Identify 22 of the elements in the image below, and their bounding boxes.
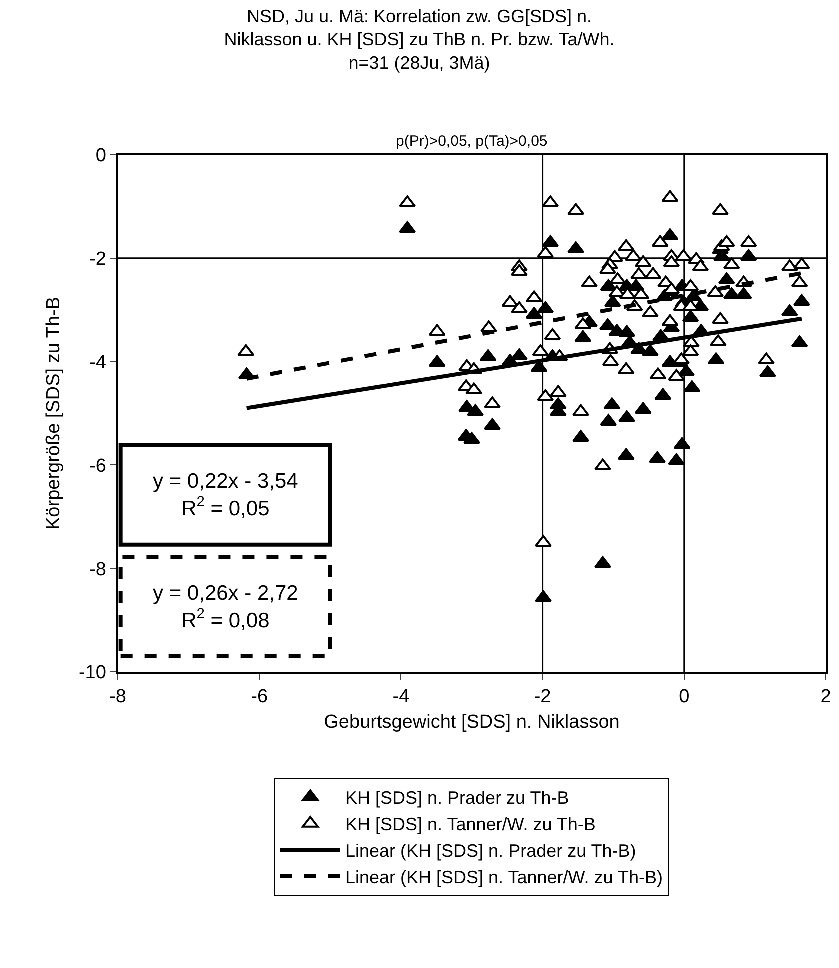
x-tick-label: -2 bbox=[534, 686, 552, 708]
chart-title: NSD, Ju u. Mä: Korrelation zw. GG[SDS] n. Niklasson u. KH [SDS] zu ThB n. Pr. bzw. Ta/Wh. n=31 (28Ju, 3Mä) bbox=[224, 6, 615, 74]
annotation: y = 0,26x - 2,72 R$^{2}$ = 0,08 bbox=[153, 582, 298, 632]
x-tick-label: -4 bbox=[392, 686, 410, 708]
chart-subtitle: p(Pr)>0,05, p(Ta)>0,05 bbox=[396, 133, 548, 150]
legend-label: Linear (KH [SDS] n. Tanner/W. zu Th-B) bbox=[346, 867, 663, 888]
x-tick-label: 0 bbox=[679, 686, 690, 708]
y-tick-label: -2 bbox=[90, 249, 106, 270]
x-tick-label: -6 bbox=[251, 686, 268, 708]
x-tick-label: -8 bbox=[110, 686, 126, 708]
x-axis-title: Geburtsgewicht [SDS] n. Niklasson bbox=[324, 712, 620, 733]
x-tick-label: 2 bbox=[820, 686, 832, 708]
annotation: y = 0,22x - 3,54 R$^{2}$ = 0,05 bbox=[153, 470, 299, 520]
y-axis-title: Körpergröße [SDS] zu Th-B bbox=[43, 296, 64, 530]
y-tick-label: 0 bbox=[96, 146, 106, 167]
y-tick-label: -10 bbox=[78, 662, 106, 684]
y-tick-label: -8 bbox=[90, 559, 106, 580]
y-tick-label: -4 bbox=[90, 352, 107, 374]
legend-label: Linear (KH [SDS] n. Prader zu Th-B) bbox=[346, 841, 636, 862]
legend-label: KH [SDS] n. Tanner/W. zu Th-B bbox=[346, 814, 596, 835]
y-tick-label: -6 bbox=[90, 456, 106, 477]
legend-label: KH [SDS] n. Prader zu Th-B bbox=[346, 788, 570, 808]
